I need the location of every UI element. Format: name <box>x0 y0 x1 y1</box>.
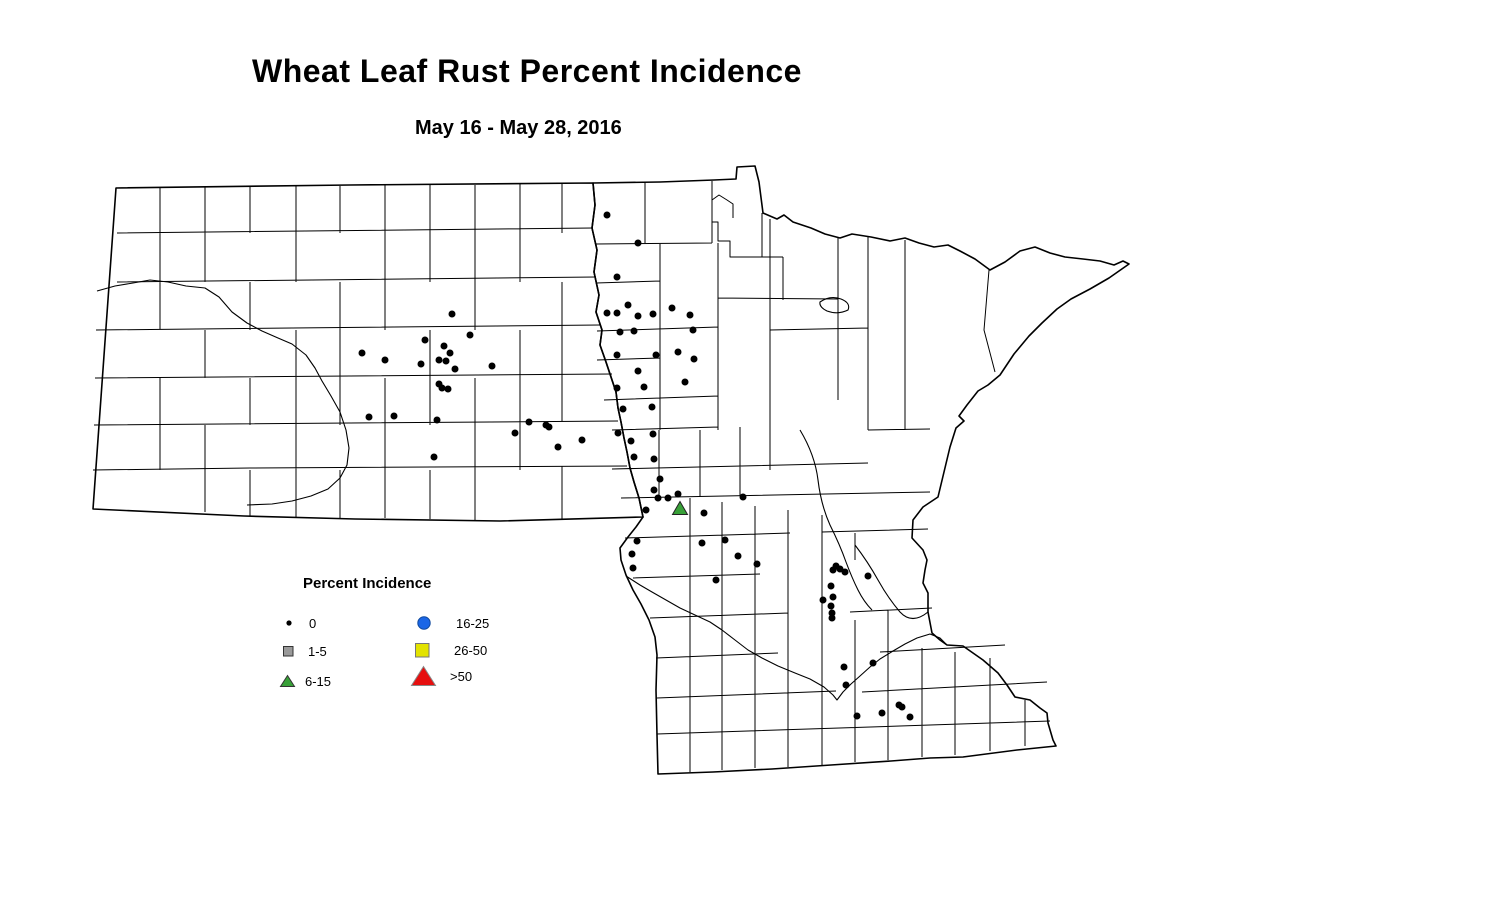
incidence-points-6-15 <box>671 500 689 515</box>
legend-item-0: 0 <box>283 614 316 632</box>
north-dakota-outline <box>93 183 643 521</box>
incidence-6-15-triangle-icon <box>279 674 305 688</box>
legend-title: Percent Incidence <box>303 575 432 592</box>
incidence-1-5-square-icon <box>282 645 308 658</box>
legend-item-6-15: 6-15 <box>279 672 331 690</box>
legend-item-label: 26-50 <box>454 642 488 658</box>
legend-item-label: 0 <box>309 615 317 631</box>
incidence-points-0 <box>358 211 914 721</box>
legend-item-label: 6-15 <box>305 673 332 689</box>
legend-item-label: >50 <box>450 668 473 684</box>
legend-item-1-5: 1-5 <box>282 642 327 660</box>
incidence-0-dot-icon <box>283 617 309 629</box>
legend-item-26-50: 26-50 <box>414 641 487 659</box>
legend-item-gt50: >50 <box>410 665 473 687</box>
incidence-gt50-triangle-icon <box>410 665 450 687</box>
incidence-26-50-square-icon <box>414 642 454 659</box>
page-subtitle: May 16 - May 28, 2016 <box>415 117 622 139</box>
minnesota-outline <box>592 166 1129 774</box>
legend-item-label: 1-5 <box>308 643 327 659</box>
page-title: Wheat Leaf Rust Percent Incidence <box>252 53 802 89</box>
incidence-16-25-circle-icon <box>416 615 456 631</box>
state-boundaries <box>93 166 1129 774</box>
river-lines <box>97 280 947 700</box>
county-lines <box>93 181 1050 772</box>
legend-item-16-25: 16-25 <box>416 614 489 632</box>
legend-item-label: 16-25 <box>456 615 490 631</box>
